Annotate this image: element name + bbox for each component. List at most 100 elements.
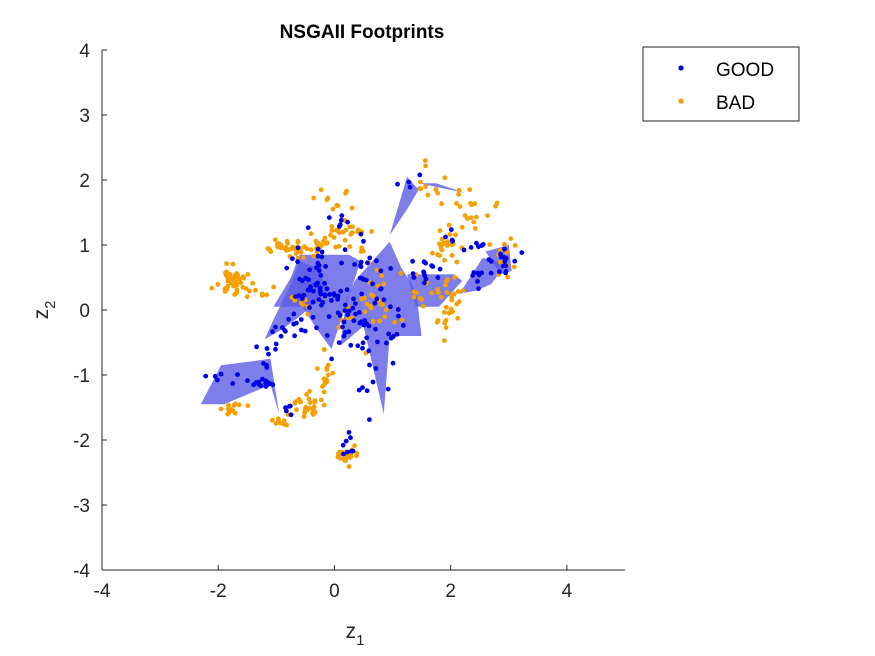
good-point	[349, 448, 354, 454]
bad-point	[435, 190, 441, 196]
x-tick-label: 4	[562, 581, 573, 602]
good-point	[443, 234, 448, 240]
good-point	[501, 255, 507, 260]
bad-point	[341, 456, 346, 462]
bad-point	[442, 338, 447, 343]
bad-point	[215, 282, 221, 287]
chart-title: NSGAII Footprints	[280, 22, 445, 43]
good-point	[299, 278, 305, 283]
good-point	[320, 299, 326, 305]
bad-point	[321, 347, 327, 352]
good-point	[341, 319, 347, 325]
bad-point	[485, 213, 490, 219]
good-point	[215, 377, 220, 383]
good-point	[395, 181, 400, 187]
good-point	[318, 291, 324, 297]
good-point	[474, 240, 479, 246]
good-point	[365, 260, 370, 266]
bad-point	[336, 243, 342, 249]
good-point	[230, 381, 236, 386]
bad-point	[497, 259, 503, 265]
legend: GOOD BAD	[642, 46, 800, 122]
bad-point	[411, 294, 417, 300]
bad-point	[318, 243, 323, 249]
bad-point	[226, 410, 232, 416]
good-point	[362, 318, 368, 323]
y-axis-label-main: z	[30, 309, 53, 320]
good-point	[335, 296, 341, 302]
bad-point	[437, 241, 442, 247]
good-point	[386, 331, 392, 337]
bad-point	[443, 325, 449, 330]
bad-point	[467, 187, 473, 193]
bad-point	[245, 272, 251, 277]
plot-area	[200, 158, 525, 469]
bad-point	[384, 307, 389, 313]
bad-point	[442, 175, 448, 181]
good-point	[395, 307, 401, 312]
good-point	[411, 275, 417, 280]
bad-point	[462, 213, 468, 218]
good-point	[286, 404, 292, 409]
good-point	[315, 246, 321, 252]
bad-point	[423, 184, 428, 190]
bad-point	[438, 294, 444, 300]
bad-point	[370, 319, 376, 324]
good-point	[360, 340, 366, 346]
bad-point	[209, 285, 215, 291]
legend-marker-good	[678, 65, 684, 71]
bad-point	[457, 204, 463, 210]
good-point	[417, 172, 423, 178]
bad-point	[245, 403, 251, 409]
bad-point	[284, 238, 290, 244]
good-point	[342, 330, 348, 335]
good-point	[303, 275, 309, 281]
good-point	[270, 382, 276, 388]
good-point	[360, 385, 365, 390]
footprint-polygon	[340, 241, 422, 414]
bad-point	[442, 310, 447, 315]
bad-point	[225, 406, 231, 412]
good-point	[364, 388, 370, 394]
bad-point	[277, 420, 283, 426]
good-point	[235, 372, 240, 377]
bad-point	[273, 421, 279, 426]
bad-point	[308, 247, 314, 253]
good-point	[364, 335, 370, 341]
bad-point	[236, 402, 242, 408]
good-point	[422, 280, 427, 286]
good-point	[338, 288, 344, 294]
bad-point	[460, 288, 466, 293]
bad-point	[301, 414, 307, 419]
y-axis-label: z2	[30, 301, 59, 320]
bad-point	[259, 293, 265, 298]
good-point	[385, 386, 391, 392]
bad-point	[325, 195, 331, 201]
good-point	[254, 344, 259, 350]
good-point	[450, 238, 455, 244]
bad-point	[289, 295, 295, 300]
good-point	[270, 329, 275, 335]
bad-point	[498, 247, 503, 253]
good-point	[502, 258, 508, 264]
bad-point	[318, 187, 324, 193]
bad-point	[311, 195, 317, 201]
bad-point	[322, 381, 328, 386]
good-point	[316, 263, 322, 268]
good-point	[497, 269, 502, 275]
good-point	[346, 329, 352, 335]
bad-point	[271, 284, 276, 290]
bad-point	[487, 242, 493, 247]
good-point	[498, 251, 503, 257]
good-point	[512, 258, 518, 264]
good-point	[288, 412, 294, 418]
good-point	[351, 296, 356, 302]
good-point	[273, 346, 278, 352]
bad-point	[364, 301, 370, 307]
bad-point	[347, 224, 353, 230]
y-tick-label: 1	[79, 236, 90, 257]
bad-point	[472, 226, 478, 231]
y-tick-label: -1	[73, 366, 90, 387]
good-point	[307, 267, 312, 273]
bad-point	[315, 366, 320, 371]
